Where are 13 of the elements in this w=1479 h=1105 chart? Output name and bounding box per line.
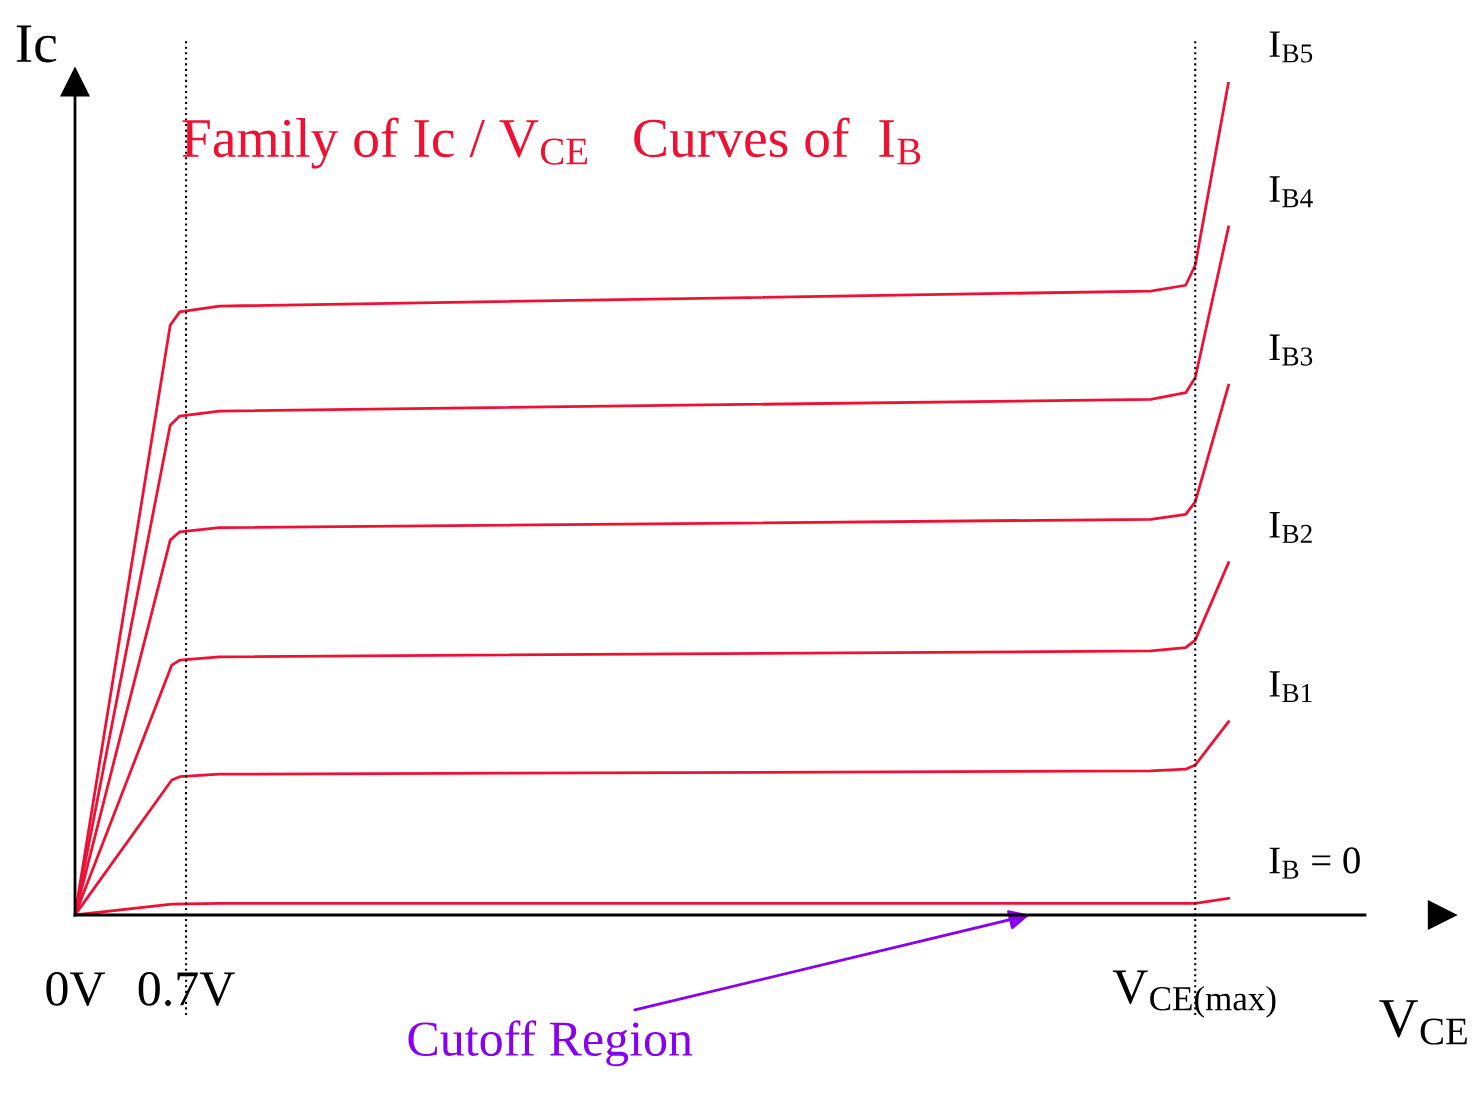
series-label: I$_{B}$ = 0	[1269, 847, 1360, 879]
x-axis-title: V$_{CE}$	[1379, 1000, 1467, 1045]
series-label: I$_{B3}$	[1269, 334, 1313, 366]
x-tick-label: 0.7V	[138, 972, 235, 1007]
series-label: I$_{B1}$	[1269, 671, 1312, 703]
x-tick-label: 0V	[46, 972, 105, 1007]
y-axis-title: Ic	[16, 25, 57, 63]
series-label: I$_{B2}$	[1269, 512, 1312, 543]
text: Cutoff Region	[408, 1020, 693, 1067]
x-tick-label: V$_{CE(max)}$	[1112, 970, 1276, 1018]
chart-title: Family of Ic / V$_{CE}$ Curves of I$_{B}$	[182, 117, 921, 169]
series-label: I$_{B4}$	[1269, 176, 1313, 208]
series-label: I$_{B5}$	[1269, 31, 1313, 63]
